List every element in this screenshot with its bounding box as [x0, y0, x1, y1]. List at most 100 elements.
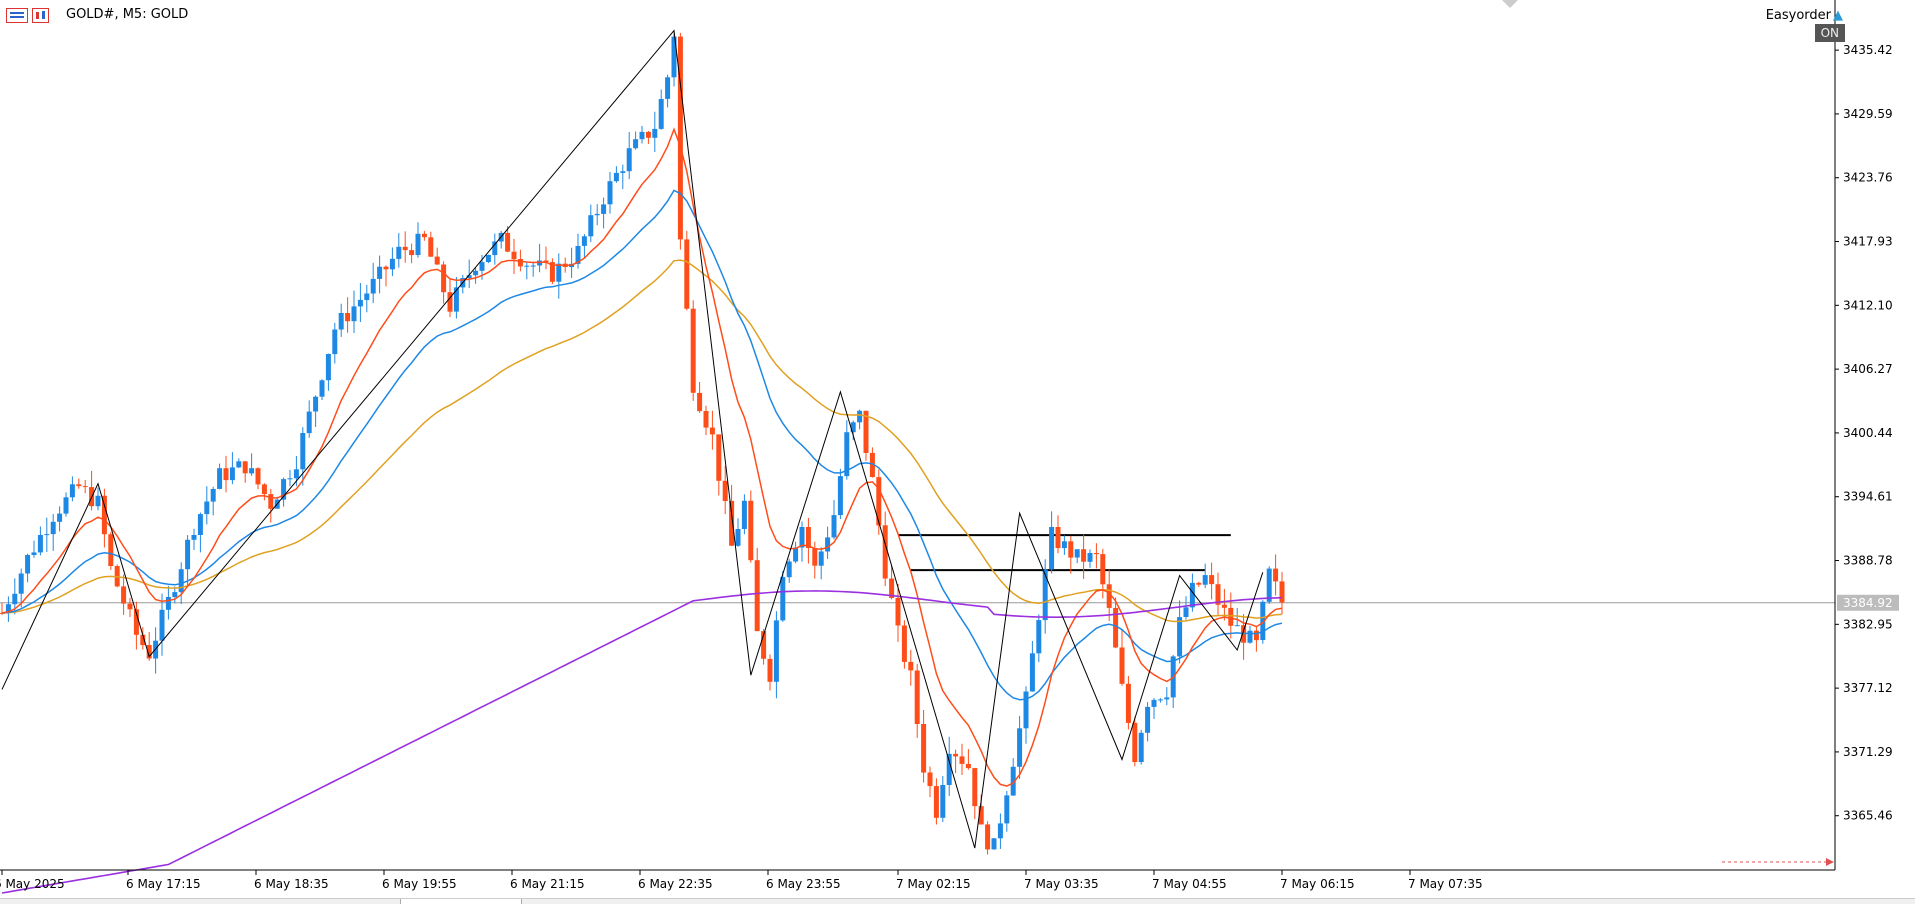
candle-body [351, 306, 357, 322]
candle-body [1004, 795, 1010, 824]
candle-body [76, 484, 82, 487]
ma-fast-line [1, 127, 1283, 787]
chart-list-icon[interactable] [6, 8, 28, 23]
candle-body [524, 265, 530, 267]
candle-body [377, 266, 383, 279]
time-tick-label: 6 May 2025 [0, 877, 65, 891]
candle-body [133, 609, 139, 635]
candle-body [1113, 607, 1119, 648]
candle-body [146, 645, 152, 659]
candle-body [229, 467, 235, 481]
candle-body [684, 239, 690, 309]
candle-body [933, 786, 939, 818]
candle-body [1029, 653, 1035, 692]
candle-body [1106, 584, 1112, 608]
candle-body [1055, 527, 1061, 549]
candle-body [447, 292, 453, 312]
candle-body [652, 128, 658, 138]
current-price-label: 3384.92 [1843, 596, 1893, 610]
candle-body [908, 661, 914, 671]
candle-body [1209, 575, 1215, 585]
candle-body [281, 479, 287, 500]
price-axis: 3435.42 3429.59 3423.76 3417.93 3412.10 3406.… [1835, 43, 1899, 823]
candle-body [588, 215, 594, 237]
candle-body [940, 785, 946, 818]
price-tick-label: 3412.10 [1843, 298, 1893, 312]
candle-body [332, 329, 338, 355]
candle-body [210, 489, 216, 502]
price-tick-label: 3417.93 [1843, 235, 1893, 249]
candle-body [511, 251, 517, 260]
candle-body [613, 172, 619, 182]
ea-status-badge[interactable]: ON [1814, 24, 1845, 42]
price-tick-label: 3400.44 [1843, 426, 1893, 440]
price-tick-label: 3429.59 [1843, 107, 1893, 121]
time-tick-label: 6 May 19:55 [382, 877, 457, 891]
candle-body [882, 525, 888, 579]
candle-body [716, 434, 722, 481]
candle-body [549, 262, 555, 282]
candle-body [1068, 541, 1074, 558]
candle-body [1215, 584, 1221, 605]
candle-body [748, 500, 754, 561]
candle-body [44, 534, 50, 536]
time-tick-label: 7 May 07:35 [1408, 877, 1483, 891]
shift-marker-icon[interactable] [1502, 0, 1518, 8]
candle-body [959, 756, 965, 764]
candle-body [1177, 617, 1183, 657]
time-tick-label: 6 May 22:35 [638, 877, 713, 891]
chart-type-icon[interactable] [32, 8, 49, 23]
candle-body [889, 578, 895, 598]
time-tick-label: 7 May 04:55 [1152, 877, 1227, 891]
candle-body [1189, 582, 1195, 608]
candle-body [1260, 601, 1266, 640]
candle-body [946, 753, 952, 785]
candle-body [601, 204, 607, 214]
candle-body [729, 500, 735, 546]
candle-body [1221, 604, 1227, 608]
candle-body [850, 422, 856, 433]
price-tick-label: 3377.12 [1843, 681, 1893, 695]
candle-body [108, 534, 114, 566]
candle-body [1100, 554, 1106, 585]
candle-body [786, 561, 792, 578]
candle-body [268, 494, 274, 509]
candle-body [837, 476, 843, 516]
candle-body [825, 537, 831, 552]
candle-body [793, 547, 799, 562]
candle-body [1228, 607, 1234, 626]
candle-body [255, 468, 261, 485]
candle-body [293, 469, 299, 479]
ea-name: Easyorder [1765, 8, 1831, 23]
candle-body [575, 246, 581, 264]
candle-body [37, 535, 43, 553]
candle-body [383, 266, 389, 270]
candle-body [997, 823, 1003, 839]
candle-body [1023, 691, 1029, 729]
candle-body [927, 772, 933, 787]
candle-body [364, 293, 370, 300]
candle-body [165, 597, 171, 610]
time-tick-label: 6 May 21:15 [510, 877, 585, 891]
candle-body [473, 270, 479, 276]
price-tick-label: 3382.95 [1843, 617, 1893, 631]
candle-body [421, 233, 427, 238]
candle-body [741, 500, 747, 529]
price-tick-label: 3394.61 [1843, 490, 1893, 504]
candle-body [991, 838, 997, 850]
candle-body [645, 131, 651, 138]
candle-body [530, 265, 536, 267]
tab[interactable] [400, 899, 522, 904]
candle-body [389, 258, 395, 270]
price-tick-label: 3365.46 [1843, 809, 1893, 823]
candle-body [735, 529, 741, 546]
candle-body [1196, 582, 1202, 585]
candle-body [1266, 568, 1272, 602]
candle-body [492, 241, 498, 256]
candle-body [620, 171, 626, 173]
candle-body [1151, 699, 1157, 707]
candle-body [345, 313, 351, 322]
candle-body [434, 256, 440, 265]
candle-body [485, 255, 491, 262]
